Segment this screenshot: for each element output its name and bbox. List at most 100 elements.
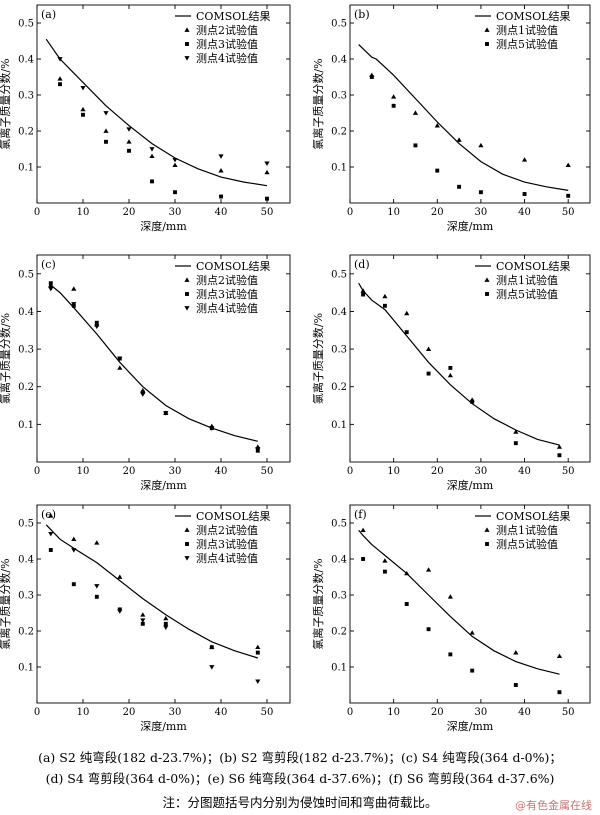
- data-point-series-3: [149, 147, 155, 152]
- y-tick-label: 0.4: [18, 55, 34, 66]
- x-tick-label: 30: [475, 207, 488, 218]
- data-point-series-3: [117, 356, 123, 362]
- y-tick-label: 0.1: [18, 420, 34, 431]
- legend-entry: 测点3试验值: [196, 287, 258, 301]
- x-tick-label: 40: [518, 466, 531, 477]
- y-tick-label: 0.4: [331, 555, 347, 566]
- legend-marker: [185, 292, 189, 296]
- plot-frame: [349, 254, 591, 463]
- y-tick-label: 0.4: [331, 55, 347, 66]
- x-tick-label: 20: [431, 466, 444, 477]
- comsol-line: [45, 38, 268, 187]
- x-tick-label: 40: [215, 207, 228, 218]
- y-tick-label: 0.3: [18, 591, 34, 602]
- x-tick-label: 20: [123, 707, 136, 718]
- data-point-series-3: [126, 127, 132, 132]
- panel-label: (e): [41, 508, 56, 521]
- data-point-series-1: [218, 168, 224, 173]
- data-point-series-1: [48, 513, 54, 518]
- y-tick-label: 0.5: [331, 269, 347, 280]
- data-point-series-2: [48, 548, 53, 552]
- data-point-series-1: [513, 650, 519, 655]
- plot-frame: [36, 504, 291, 704]
- y-axis-label: 氯离子质量分数/%: [0, 313, 12, 404]
- legend-entry: 测点5试验值: [496, 287, 558, 301]
- x-axis-label: 深度/mm: [140, 219, 187, 233]
- legend-entry: 测点2试验值: [196, 23, 258, 37]
- x-tick-label: 0: [34, 707, 40, 718]
- data-point-series-3: [48, 287, 54, 292]
- y-tick-label: 0.5: [18, 269, 34, 280]
- chart-panel-5: 0 10 20 30 40 50 0.1 0.2 0.3 0.4 0.5 深度/mm 氯离子质量分数/%…: [0, 504, 291, 733]
- data-point-series-2: [404, 602, 409, 606]
- legend-marker: [485, 292, 489, 296]
- data-point-series-1: [412, 110, 419, 115]
- x-tick-label: 20: [123, 466, 136, 477]
- data-point-series-1: [163, 615, 169, 621]
- data-point-series-1: [425, 346, 432, 351]
- x-tick-label: 0: [34, 466, 40, 477]
- legend-marker: [184, 527, 190, 532]
- y-tick-label: 0.2: [18, 382, 34, 393]
- data-point-series-2: [382, 303, 387, 308]
- x-tick-label: 0: [347, 466, 353, 477]
- x-axis-label: 深度/mm: [140, 719, 187, 733]
- data-point-series-2: [173, 190, 177, 195]
- legend-entry: COMSOL结果: [196, 260, 271, 273]
- x-tick-label: 30: [169, 707, 182, 718]
- legend-entry: COMSOL结果: [496, 510, 571, 523]
- data-point-series-2: [478, 190, 483, 195]
- data-point-series-1: [71, 286, 77, 291]
- x-tick-label: 0: [347, 207, 353, 218]
- data-point-series-2: [369, 75, 374, 79]
- data-point-series-3: [209, 426, 215, 431]
- legend-marker: [184, 56, 190, 61]
- caption-note: 注：分图题括号内分别为侵蚀时间和弯曲荷载比。: [162, 795, 438, 810]
- legend-entry: 测点3试验值: [196, 537, 258, 551]
- y-tick-label: 0.4: [18, 555, 34, 566]
- y-tick-label: 0.5: [18, 19, 34, 30]
- data-point-series-2: [557, 453, 562, 458]
- data-point-series-1: [382, 558, 388, 563]
- x-tick-label: 40: [518, 207, 531, 218]
- data-point-series-1: [556, 444, 563, 449]
- legend-entry: 测点5试验值: [496, 37, 558, 51]
- chart-panel-2: 0 10 20 30 40 50 0.1 0.2 0.3 0.4 0.5 深度/mm 氯离子质量分数/%…: [311, 4, 591, 233]
- data-point-series-2: [557, 690, 562, 695]
- data-point-series-3: [163, 411, 169, 416]
- x-tick-label: 0: [347, 707, 353, 718]
- legend-entry: 测点4试验值: [196, 551, 258, 565]
- data-point-series-3: [218, 154, 224, 159]
- x-tick-label: 40: [518, 707, 531, 718]
- x-tick-label: 30: [475, 466, 488, 477]
- y-axis-label: 氯离子质量分数/%: [311, 313, 325, 404]
- data-point-series-2: [413, 143, 418, 148]
- data-point-series-2: [522, 192, 527, 196]
- y-tick-label: 0.5: [331, 19, 347, 30]
- y-tick-label: 0.1: [18, 163, 34, 174]
- x-tick-label: 40: [215, 466, 228, 477]
- y-tick-label: 0.3: [331, 91, 347, 102]
- data-point-series-1: [556, 653, 563, 659]
- y-tick-label: 0.1: [331, 163, 347, 174]
- data-point-series-3: [94, 584, 100, 589]
- y-tick-label: 0.1: [331, 663, 347, 674]
- data-point-series-2: [81, 112, 85, 117]
- data-point-series-2: [404, 330, 409, 335]
- data-point-series-3: [80, 85, 86, 91]
- data-point-series-3: [71, 302, 77, 307]
- comsol-line: [50, 284, 258, 442]
- plot-frame: [349, 504, 591, 704]
- legend-marker: [184, 27, 190, 32]
- y-tick-label: 0.4: [18, 307, 34, 318]
- panel-label: (b): [354, 8, 370, 21]
- data-point-series-2: [361, 557, 366, 561]
- data-point-series-1: [57, 76, 63, 81]
- data-point-series-1: [94, 540, 100, 545]
- legend-entry: 测点1试验值: [496, 23, 558, 37]
- y-tick-label: 0.3: [331, 591, 347, 602]
- panel-label: (f): [354, 508, 367, 521]
- x-axis-label: 深度/mm: [447, 219, 494, 233]
- legend-entry: COMSOL结果: [196, 510, 271, 523]
- x-tick-label: 30: [169, 466, 182, 477]
